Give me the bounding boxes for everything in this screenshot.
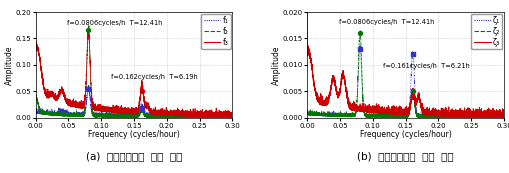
X-axis label: Frequency (cycles/hour): Frequency (cycles/hour): [360, 130, 451, 139]
X-axis label: Frequency (cycles/hour): Frequency (cycles/hour): [88, 130, 180, 139]
Y-axis label: Amplitude: Amplitude: [272, 45, 280, 85]
Text: f=0.162cycles/h  T=6.19h: f=0.162cycles/h T=6.19h: [111, 74, 198, 80]
Text: (b)  모드감쇄비의  빈도  분석: (b) 모드감쇄비의 빈도 분석: [357, 151, 454, 161]
Legend: ζ₁, ζ₂, ζ₃: ζ₁, ζ₂, ζ₃: [471, 14, 502, 49]
Y-axis label: Amplitude: Amplitude: [5, 45, 14, 85]
Legend: f₁, f₂, f₃: f₁, f₂, f₃: [201, 14, 231, 49]
Text: f=0.0806cycles/h  T=12.41h: f=0.0806cycles/h T=12.41h: [338, 19, 434, 25]
Text: f=0.161cycles/h  T=6.21h: f=0.161cycles/h T=6.21h: [383, 62, 469, 69]
Text: (a)  고유주파수의  빈도  분석: (a) 고유주파수의 빈도 분석: [86, 151, 182, 161]
Text: f=0.0806cycles/h  T=12.41h: f=0.0806cycles/h T=12.41h: [67, 20, 162, 26]
